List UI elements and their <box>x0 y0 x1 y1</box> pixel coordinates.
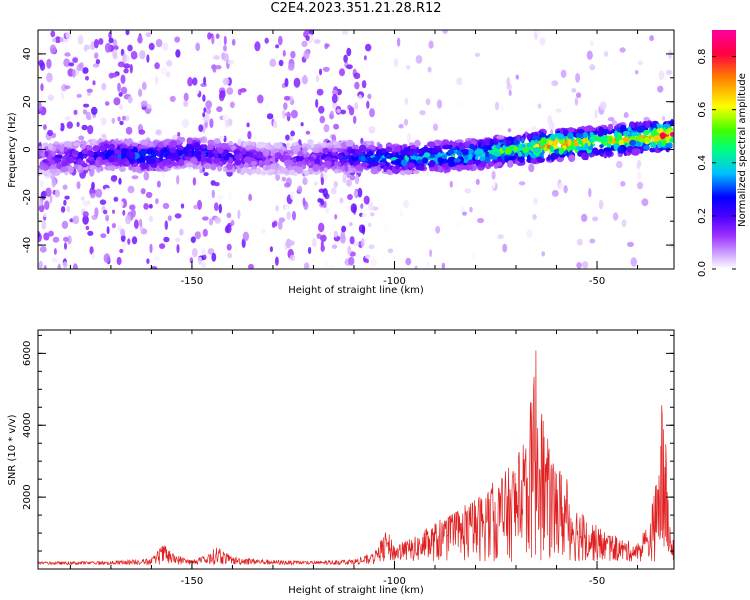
snr-x-ticks: -150 -100 -50 <box>69 330 639 587</box>
y-tick-label: 40 <box>22 48 33 61</box>
colorbar-tick-label: 0.4 <box>697 155 708 171</box>
spectrogram-y-ticks: -40 -20 0 20 40 <box>22 29 674 270</box>
colorbar-tick-label: 0.8 <box>697 49 708 65</box>
colorbar-tick-label: 0.0 <box>697 261 708 277</box>
x-tick-label: -50 <box>589 576 605 587</box>
y-tick-label: 4000 <box>22 413 33 438</box>
x-tick-label: -150 <box>181 276 204 287</box>
y-tick-label: -40 <box>22 237 33 253</box>
x-tick-label: -100 <box>383 576 406 587</box>
snr-frame <box>37 329 675 570</box>
spectrogram-cells <box>38 30 674 269</box>
snr-y-axis-label: SNR (10 * v/v) <box>7 414 18 485</box>
y-tick-label: 6000 <box>22 341 33 366</box>
spectrogram-x-axis-label: Height of straight line (km) <box>288 285 424 296</box>
colorbar-tick-label: 0.2 <box>697 208 708 224</box>
colorbar-ticks: 0.0 0.2 0.4 0.6 0.8 <box>697 49 736 277</box>
x-tick-label: -100 <box>383 276 406 287</box>
spectrogram-panel: -150 -100 -50 -40 -20 0 20 40 Height of straig… <box>7 29 675 296</box>
x-tick-label: -50 <box>589 276 605 287</box>
y-tick-label: -20 <box>22 189 33 205</box>
chart-title: C2E4.2023.351.21.28.R12 <box>270 1 442 16</box>
y-tick-label: 20 <box>22 95 33 108</box>
x-tick-label: -150 <box>181 576 204 587</box>
snr-series-line <box>38 350 674 566</box>
snr-panel: -150 -100 -50 2000 4000 6000 Height of strai… <box>7 329 675 596</box>
spectrogram-x-ticks: -150 -100 -50 <box>69 30 639 287</box>
snr-x-axis-label: Height of straight line (km) <box>288 585 424 596</box>
colorbar-tick-label: 0.6 <box>697 102 708 118</box>
colorbar-gradient <box>712 30 736 269</box>
colorbar: 0.0 0.2 0.4 0.6 0.8 Normalized spectral ampl… <box>697 30 748 277</box>
snr-y-ticks: 2000 4000 6000 <box>22 334 674 570</box>
spectrogram-y-axis-label: Frequency (Hz) <box>7 112 18 188</box>
y-tick-label: 2000 <box>22 484 33 509</box>
y-tick-label: 0 <box>22 146 33 152</box>
colorbar-label: Normalized spectral amplitude <box>737 73 748 227</box>
